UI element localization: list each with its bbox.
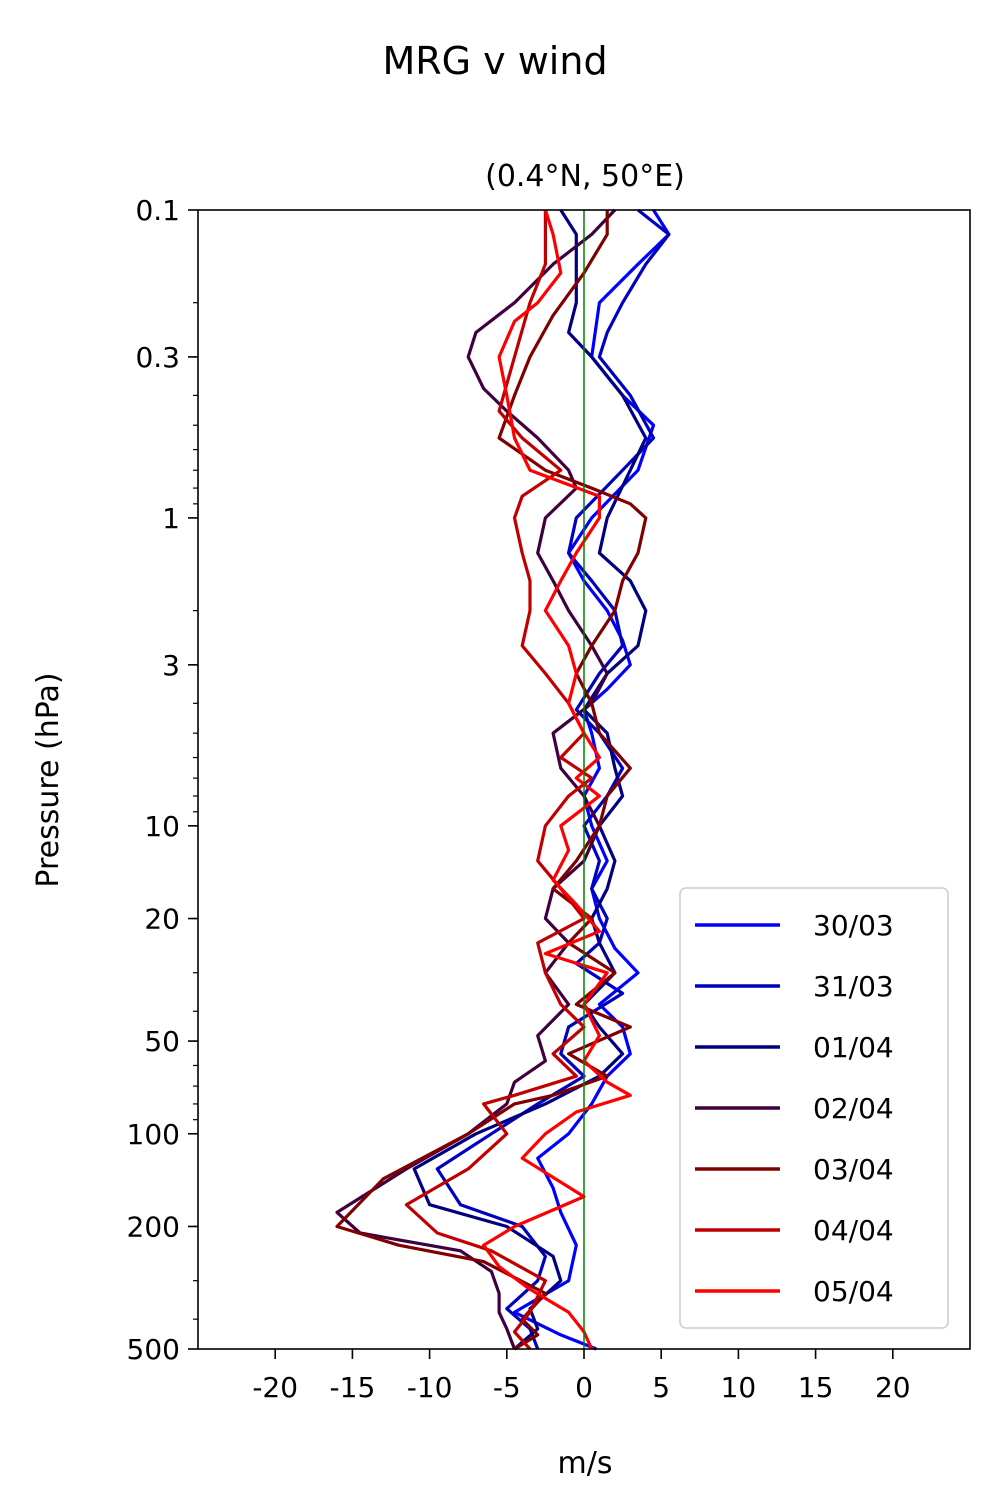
- y-tick-label: 10: [144, 810, 180, 843]
- x-tick-label: 0: [575, 1371, 593, 1404]
- y-tick-label: 50: [144, 1025, 180, 1058]
- figure-suptitle: MRG v wind: [382, 39, 607, 83]
- x-tick-label: 15: [798, 1371, 834, 1404]
- x-tick-label: -10: [407, 1371, 453, 1404]
- y-tick-label: 3: [162, 649, 180, 682]
- y-tick-label: 500: [127, 1333, 180, 1366]
- x-axis-label: m/s: [558, 1446, 613, 1481]
- series-line-4: [335, 208, 617, 1350]
- chart-legend: 30/03 31/03 01/04 02/04 03/04 04/04 05/04: [679, 887, 949, 1329]
- legend-label: 02/04: [813, 1092, 894, 1125]
- series-line-6: [404, 210, 594, 1351]
- series-line-7: [482, 209, 632, 1350]
- y-axis-label: Pressure (hPa): [31, 672, 66, 887]
- y-tick-label: 0.3: [135, 341, 180, 374]
- legend-label: 01/04: [813, 1031, 894, 1064]
- legend-label: 04/04: [813, 1214, 894, 1247]
- y-tick-label: 100: [127, 1118, 180, 1151]
- x-axis-ticks: -20 -15 -10 -5 0 5 10 15 20: [252, 1349, 911, 1404]
- series-layer: [335, 208, 671, 1351]
- y-tick-label: 1: [162, 502, 180, 535]
- x-tick-label: -5: [493, 1371, 521, 1404]
- x-tick-label: -15: [330, 1371, 376, 1404]
- chart-title: (0.4°N, 50°E): [485, 159, 685, 194]
- legend-label: 05/04: [813, 1275, 894, 1308]
- x-tick-label: 20: [875, 1371, 911, 1404]
- legend-label: 03/04: [813, 1153, 894, 1186]
- x-tick-label: 5: [652, 1371, 670, 1404]
- y-tick-label: 200: [127, 1210, 180, 1243]
- legend-items: 30/03 31/03 01/04 02/04 03/04 04/04 05/04: [695, 909, 894, 1308]
- x-tick-label: -20: [252, 1371, 298, 1404]
- y-tick-label: 0.1: [135, 194, 180, 227]
- legend-box: [679, 887, 949, 1329]
- y-axis-ticks: 0.1 0.3 1 3 10 20 50 100 200 500: [127, 194, 198, 1366]
- legend-label: 30/03: [813, 909, 894, 942]
- legend-label: 31/03: [813, 970, 894, 1003]
- series-line-3: [412, 209, 648, 1351]
- series-line-1: [512, 209, 671, 1351]
- series-line-5: [335, 210, 648, 1351]
- plot-area: -20 -15 -10 -5 0 5 10 15 20 0.1 0.3 1 3 10 20 50 100 200…: [127, 194, 971, 1404]
- y-tick-label: 20: [144, 903, 180, 936]
- x-tick-label: 10: [721, 1371, 757, 1404]
